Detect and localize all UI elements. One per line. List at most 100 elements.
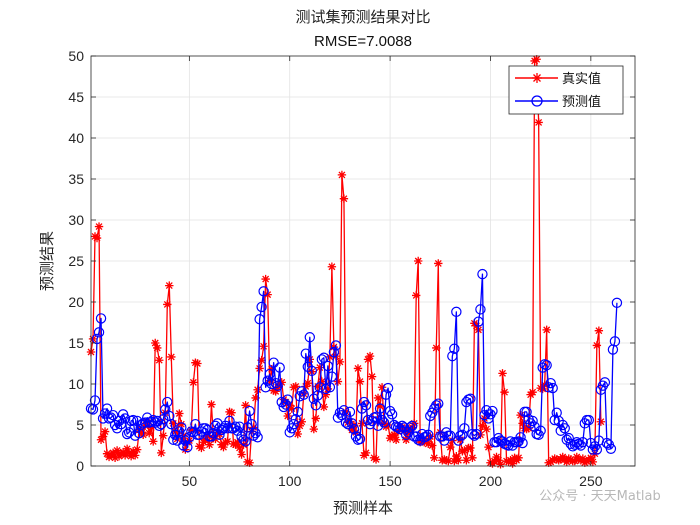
data-point xyxy=(175,409,184,418)
data-point xyxy=(169,419,178,428)
data-point xyxy=(270,377,281,389)
data-point xyxy=(380,389,392,400)
circle-icon xyxy=(531,95,543,107)
y-tick-label: 20 xyxy=(68,294,84,310)
data-point xyxy=(176,422,187,433)
data-point xyxy=(562,457,571,467)
data-point xyxy=(91,333,103,345)
chart-subtitle: RMSE=7.0088 xyxy=(314,33,412,50)
data-point xyxy=(153,343,162,353)
data-point xyxy=(535,425,546,436)
data-point xyxy=(389,430,399,440)
data-point xyxy=(289,383,298,392)
data-point xyxy=(518,419,527,428)
data-point xyxy=(446,442,455,452)
data-point xyxy=(187,425,196,435)
data-point xyxy=(328,346,340,358)
legend-label-pred: 预测值 xyxy=(562,94,601,110)
data-point xyxy=(266,378,277,390)
data-point xyxy=(124,448,134,458)
data-point xyxy=(323,384,333,394)
data-point xyxy=(339,194,349,203)
data-point xyxy=(357,419,367,428)
data-point xyxy=(422,435,431,444)
data-point xyxy=(452,451,461,461)
data-point xyxy=(557,419,568,431)
data-point xyxy=(487,405,498,417)
data-point xyxy=(107,409,119,421)
data-point xyxy=(577,437,589,448)
data-point xyxy=(200,423,211,434)
data-point xyxy=(485,409,496,420)
data-point xyxy=(324,382,336,393)
data-point xyxy=(365,351,375,361)
data-point xyxy=(288,418,299,430)
data-point xyxy=(411,291,421,300)
data-point xyxy=(127,414,139,426)
data-point xyxy=(484,442,493,452)
data-point xyxy=(261,274,270,284)
data-point xyxy=(260,382,271,393)
data-point xyxy=(447,350,458,362)
x-tick-label: 100 xyxy=(278,473,302,489)
data-point xyxy=(575,440,587,451)
data-point xyxy=(122,444,132,453)
data-point xyxy=(164,410,175,422)
data-point xyxy=(500,388,509,397)
data-point xyxy=(159,431,168,440)
y-tick-label: 35 xyxy=(68,171,84,187)
data-point xyxy=(599,377,611,388)
data-point xyxy=(293,429,302,439)
data-point xyxy=(191,358,200,367)
data-point xyxy=(605,443,617,454)
x-tick-label: 200 xyxy=(479,473,503,489)
data-point xyxy=(166,418,177,430)
data-point xyxy=(296,386,307,397)
y-tick-label: 45 xyxy=(68,89,84,105)
data-point xyxy=(428,441,437,450)
data-point xyxy=(379,419,389,428)
data-point xyxy=(297,417,306,426)
data-point xyxy=(467,428,478,440)
data-point xyxy=(246,418,257,430)
data-point xyxy=(271,387,280,396)
y-tick-label: 40 xyxy=(68,130,84,146)
data-point xyxy=(306,365,318,377)
data-point xyxy=(554,456,563,465)
data-point xyxy=(544,458,553,467)
data-point xyxy=(574,455,583,464)
data-point xyxy=(163,300,172,309)
data-point xyxy=(570,456,579,466)
data-point xyxy=(305,355,315,364)
data-point xyxy=(221,438,230,447)
data-point xyxy=(282,394,293,405)
data-point xyxy=(309,424,319,434)
data-point xyxy=(233,438,242,447)
y-tick-label: 50 xyxy=(68,48,84,64)
data-point xyxy=(375,401,385,411)
data-point xyxy=(190,418,201,430)
data-point xyxy=(430,453,439,462)
data-point xyxy=(227,408,236,417)
data-point xyxy=(146,416,157,427)
grid-lines xyxy=(91,56,635,466)
data-point xyxy=(498,369,507,378)
data-point xyxy=(162,396,173,408)
data-point xyxy=(386,409,398,420)
data-point xyxy=(303,378,312,388)
data-point xyxy=(223,437,232,446)
data-point xyxy=(592,341,602,350)
data-point xyxy=(373,393,383,403)
data-point xyxy=(253,385,262,394)
data-point xyxy=(421,431,432,442)
data-point xyxy=(371,455,381,464)
data-point xyxy=(337,170,347,180)
data-point xyxy=(254,314,265,325)
data-point xyxy=(524,424,533,433)
data-point xyxy=(502,456,511,466)
data-point xyxy=(376,414,388,426)
data-point xyxy=(534,118,543,127)
data-point xyxy=(460,446,469,455)
data-point xyxy=(102,449,112,458)
data-point xyxy=(508,459,517,468)
